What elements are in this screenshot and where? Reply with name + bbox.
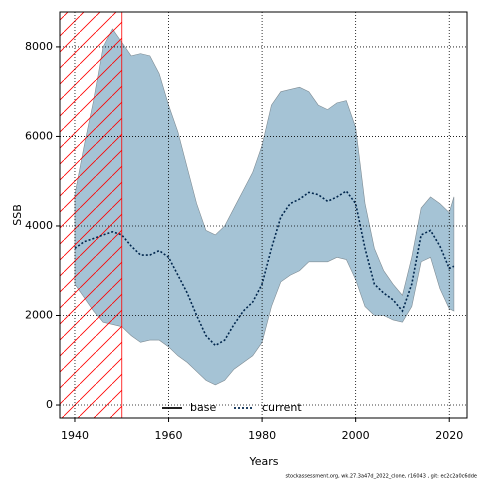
legend-label: current: [262, 401, 302, 414]
legend-label: base: [190, 401, 216, 414]
x-tick-label: 1960: [155, 429, 183, 442]
y-tick-label: 0: [46, 398, 53, 411]
ssb-line: [74, 189, 455, 347]
y-tick-label: 4000: [25, 219, 53, 232]
hatched-region: [60, 12, 123, 418]
y-tick-label: 2000: [25, 308, 53, 321]
x-tick-label: 2000: [342, 429, 370, 442]
plot-area: [60, 12, 455, 418]
y-tick-label: 8000: [25, 40, 53, 53]
y-tick-label: 6000: [25, 129, 53, 142]
x-axis-label: Years: [248, 455, 278, 468]
x-tick-label: 2020: [435, 429, 463, 442]
footer: stockassessment.org, wk.27.3a47d_2022_cl…: [285, 474, 477, 480]
y-axis-label: SSB: [11, 204, 24, 226]
x-tick-label: 1980: [248, 429, 276, 442]
confidence-band: [74, 28, 455, 386]
plot-frame: [59, 11, 468, 419]
x-tick-label: 1940: [61, 429, 89, 442]
